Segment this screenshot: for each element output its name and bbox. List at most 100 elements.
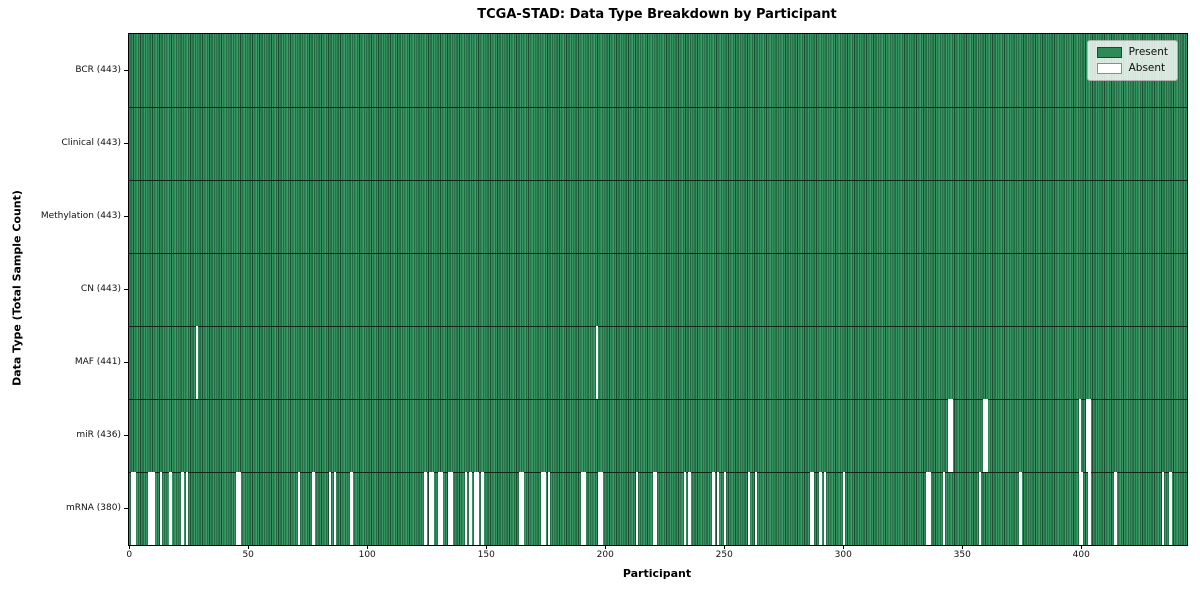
absent-gap — [985, 399, 989, 472]
x-tick-mark — [605, 545, 607, 549]
legend-entry-absent: Absent — [1096, 62, 1168, 75]
absent-gap — [712, 472, 715, 545]
absent-gap — [583, 472, 586, 545]
absent-gap — [1088, 399, 1091, 472]
y-tick-label-BCR: BCR (443) — [75, 64, 121, 75]
absent-gap — [943, 472, 946, 545]
x-tick-label-200: 200 — [596, 550, 614, 560]
absent-gap — [1078, 472, 1082, 545]
absent-gap — [928, 472, 932, 545]
row-separator — [129, 107, 1187, 108]
absent-gap — [159, 472, 163, 545]
absent-gap — [519, 472, 522, 545]
absent-gap — [978, 472, 982, 545]
y-tick-label-miR: miR (436) — [76, 429, 121, 440]
absent-gap — [1114, 472, 1117, 545]
x-tick-mark — [129, 545, 131, 549]
absent-gap — [843, 472, 846, 545]
y-tick-mark — [124, 361, 128, 363]
absent-gap — [1162, 472, 1165, 545]
absent-swatch-icon — [1096, 63, 1122, 74]
absent-gap — [476, 472, 479, 545]
x-tick-label-300: 300 — [834, 550, 852, 560]
row-separator — [129, 253, 1187, 254]
row-MAF — [129, 326, 1187, 399]
absent-gap — [238, 472, 241, 545]
absent-gap — [581, 472, 584, 545]
row-mRNA — [129, 472, 1187, 545]
absent-gap — [716, 472, 720, 545]
absent-gap — [655, 472, 658, 545]
absent-gap — [521, 472, 525, 545]
legend-label-present: Present — [1128, 46, 1168, 59]
absent-gap — [947, 399, 951, 472]
absent-gap — [1088, 472, 1091, 545]
absent-gap — [724, 472, 727, 545]
absent-gap — [540, 472, 544, 545]
absent-gap — [333, 472, 337, 545]
y-tick-mark — [124, 507, 128, 509]
absent-gap — [148, 472, 151, 545]
row-separator — [129, 472, 1187, 473]
row-CN — [129, 253, 1187, 326]
absent-gap — [1019, 472, 1022, 545]
absent-gap — [469, 472, 472, 545]
absent-gap — [440, 472, 444, 545]
absent-gap — [747, 472, 751, 545]
row-Clinical — [129, 107, 1187, 180]
absent-gap — [809, 472, 813, 545]
y-tick-label-MAF: MAF (441) — [74, 356, 121, 367]
x-axis-ticks: 0 50 100 150 200 250 300 350 400 — [126, 545, 1186, 567]
plot-area: Present Absent — [128, 33, 1188, 546]
absent-gap — [150, 472, 153, 545]
x-tick-mark — [962, 545, 964, 549]
absent-gap — [438, 472, 441, 545]
absent-gap — [595, 326, 598, 399]
absent-gap — [950, 399, 953, 472]
x-tick-label-0: 0 — [126, 550, 133, 560]
x-tick-mark — [724, 545, 726, 549]
x-tick-mark — [367, 545, 369, 549]
absent-gap — [824, 472, 827, 545]
absent-gap — [236, 472, 239, 545]
absent-gap — [464, 472, 467, 545]
x-tick-mark — [486, 545, 488, 549]
y-tick-label-Clinical: Clinical (443) — [61, 137, 121, 148]
absent-gap — [431, 472, 434, 545]
absent-gap — [447, 472, 451, 545]
y-axis-tick-labels: BCR (443) Clinical (443) Methylation (443)… — [0, 33, 121, 544]
absent-gap — [652, 472, 656, 545]
x-tick-label-150: 150 — [477, 550, 495, 560]
x-tick-label-100: 100 — [358, 550, 376, 560]
absent-gap — [819, 472, 822, 545]
absent-gap — [131, 472, 134, 545]
y-tick-label-mRNA: mRNA (380) — [66, 502, 121, 513]
absent-gap — [450, 472, 453, 545]
x-tick-label-350: 350 — [953, 550, 971, 560]
x-axis-label: Participant — [622, 567, 692, 580]
x-tick-mark — [1081, 545, 1083, 549]
legend-label-absent: Absent — [1128, 62, 1166, 75]
y-tick-mark — [124, 215, 128, 217]
absent-gap — [428, 472, 432, 545]
absent-gap — [754, 472, 758, 545]
x-tick-label-400: 400 — [1072, 550, 1090, 560]
absent-gap — [547, 472, 551, 545]
absent-gap — [683, 472, 686, 545]
row-separator — [129, 399, 1187, 400]
absent-gap — [1085, 399, 1089, 472]
y-tick-mark — [124, 434, 128, 436]
absent-gap — [597, 472, 601, 545]
absent-gap — [983, 399, 986, 472]
x-tick-mark — [843, 545, 845, 549]
y-tick-label-Methylation: Methylation (443) — [40, 210, 121, 221]
row-Methylation — [129, 180, 1187, 253]
row-separator — [129, 180, 1187, 181]
x-tick-label-50: 50 — [242, 550, 254, 560]
row-BCR — [129, 34, 1187, 107]
absent-gap — [600, 472, 603, 545]
chart-title: TCGA-STAD: Data Type Breakdown by Partic… — [477, 7, 837, 22]
x-tick-label-250: 250 — [715, 550, 733, 560]
absent-gap — [328, 472, 332, 545]
